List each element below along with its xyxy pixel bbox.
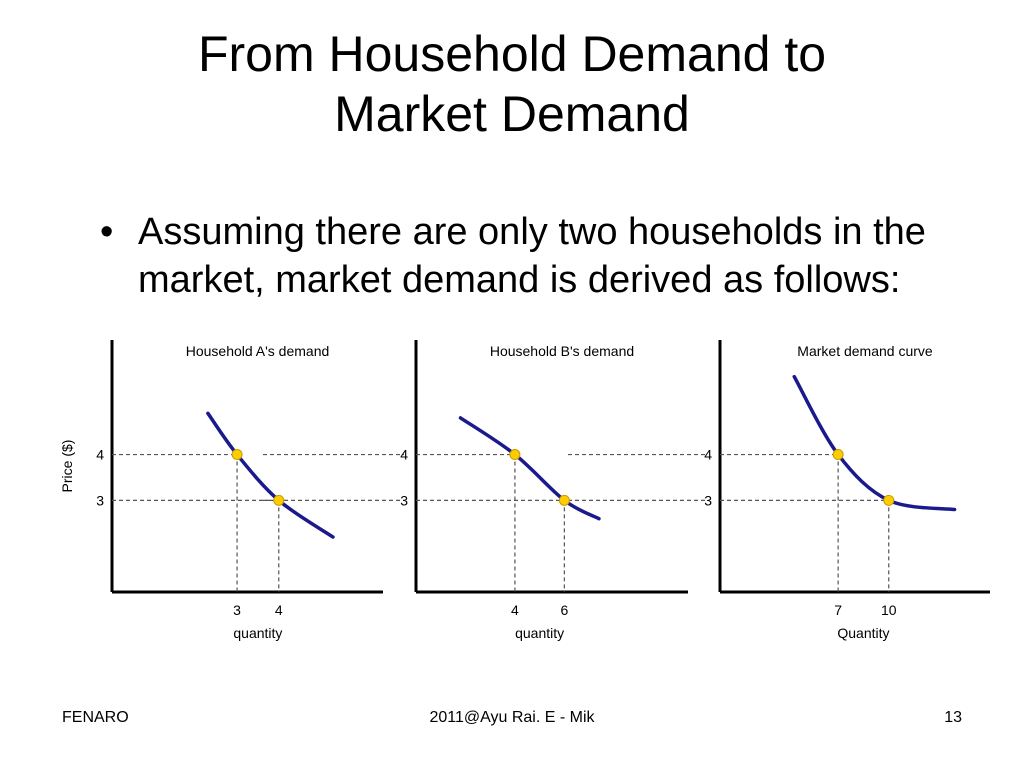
chart-3-x-tick-2: 10 (881, 602, 897, 618)
chart-2-x-label: quantity (515, 625, 564, 641)
chart-1-x-label: quantity (233, 625, 282, 641)
chart-1-title: Household A's demand (186, 343, 330, 359)
chart-3-point-1 (832, 449, 844, 461)
slide-title-line-2: Market Demand (334, 86, 690, 142)
chart-3-point-2 (883, 494, 895, 506)
chart-1-x-tick-1: 3 (233, 602, 241, 618)
chart-3-y-tick-1: 3 (704, 492, 712, 508)
chart-1-y-label: Price ($) (59, 440, 75, 493)
slide-title: From Household Demand to Market Demand (0, 24, 1024, 144)
chart-2-x-tick-2: 6 (560, 602, 568, 618)
chart-3-x-tick-1: 7 (834, 602, 842, 618)
footer-left: FENARO (62, 709, 129, 726)
chart-1-point-1 (231, 449, 243, 461)
footer-page-number: 13 (944, 709, 962, 726)
chart-2-demand-curve (458, 416, 601, 521)
chart-1-demand-curve (206, 411, 335, 539)
chart-2-x-tick-1: 4 (511, 602, 519, 618)
chart-1-point-2 (273, 494, 285, 506)
chart-1-y-tick-1: 3 (96, 492, 104, 508)
bullet-marker: • (100, 211, 114, 253)
chart-2-y-tick-2: 4 (400, 447, 408, 463)
bullet-text: Assuming there are only two households i… (138, 211, 926, 301)
chart-2-title: Household B's demand (490, 343, 634, 359)
chart-3-demand-curve (792, 374, 957, 512)
footer-center: 2011@Ayu Rai. E - Mik (429, 709, 595, 726)
chart-3-y-tick-2: 4 (704, 447, 712, 463)
chart-2-point-2 (558, 494, 570, 506)
chart-2-y-tick-1: 3 (400, 492, 408, 508)
chart-3-title: Market demand curve (797, 343, 933, 359)
chart-3-x-label: Quantity (837, 625, 889, 641)
chart-2-point-1 (509, 449, 521, 461)
slide-title-line-1: From Household Demand to (197, 26, 827, 82)
chart-1-x-tick-2: 4 (275, 602, 283, 618)
chart-1-y-tick-2: 4 (96, 447, 104, 463)
